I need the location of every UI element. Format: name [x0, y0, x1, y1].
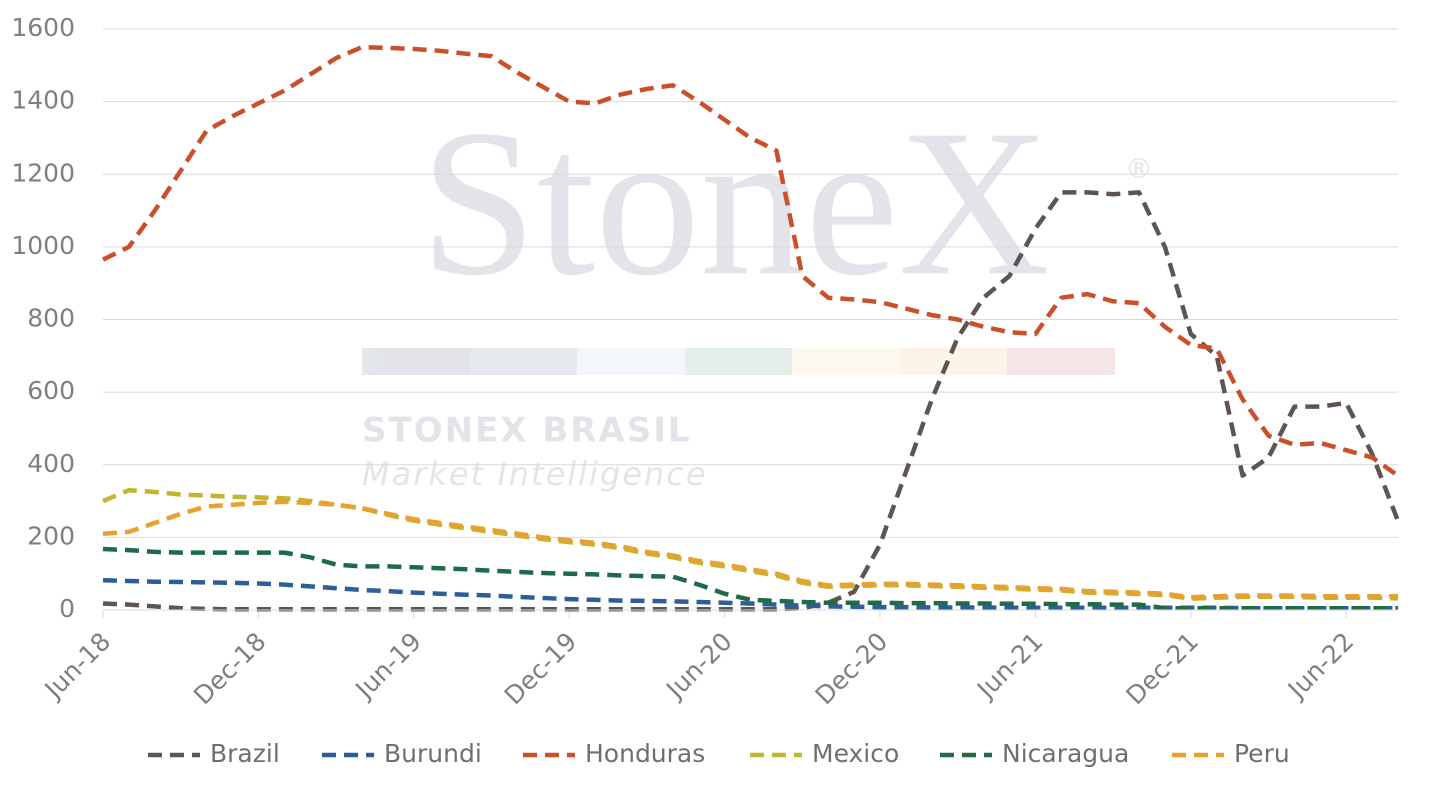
y-tick-label: 1600 [11, 13, 75, 42]
watermark-subtitle: STONEX BRASIL [362, 411, 692, 451]
y-tick-label: 1000 [11, 231, 75, 260]
legend-label: Honduras [585, 739, 705, 768]
x-tick-label: Jun-21 [970, 627, 1048, 705]
y-tick-label: 400 [27, 449, 75, 478]
y-tick-label: 0 [59, 594, 75, 623]
y-tick-label: 600 [27, 376, 75, 405]
y-tick-label: 800 [27, 304, 75, 333]
series-line [102, 44, 1400, 478]
x-tick-label: Jun-18 [38, 627, 116, 705]
y-tick-label: 1400 [11, 86, 75, 115]
legend-label: Nicaragua [1002, 739, 1129, 768]
x-tick-label: Jun-19 [349, 627, 427, 705]
watermark: StoneX ® STONEX BRASIL Market Intelligen… [362, 87, 1153, 493]
watermark-tagline: Market Intelligence [362, 455, 708, 493]
y-tick-label: 200 [27, 521, 75, 550]
legend-label: Mexico [812, 739, 899, 768]
x-tick-label: Jun-22 [1281, 627, 1359, 705]
series-line [102, 487, 1399, 601]
x-tick-label: Jun-20 [659, 627, 737, 705]
legend-label: Burundi [384, 739, 482, 768]
y-tick-label: 1200 [11, 158, 75, 187]
legend-label: Peru [1234, 739, 1290, 768]
x-tick-label: Dec-21 [1120, 627, 1204, 711]
watermark-title: StoneX [420, 87, 1050, 319]
x-tick-label: Dec-18 [188, 627, 272, 711]
x-tick-label: Dec-20 [810, 627, 894, 711]
series-line [102, 499, 1398, 600]
legend-label: Brazil [210, 739, 280, 768]
series-line [102, 190, 1401, 612]
series-line [102, 577, 1398, 611]
watermark-mark: ® [1125, 152, 1153, 185]
series-line [102, 546, 1398, 611]
x-tick-label: Dec-19 [499, 627, 583, 711]
